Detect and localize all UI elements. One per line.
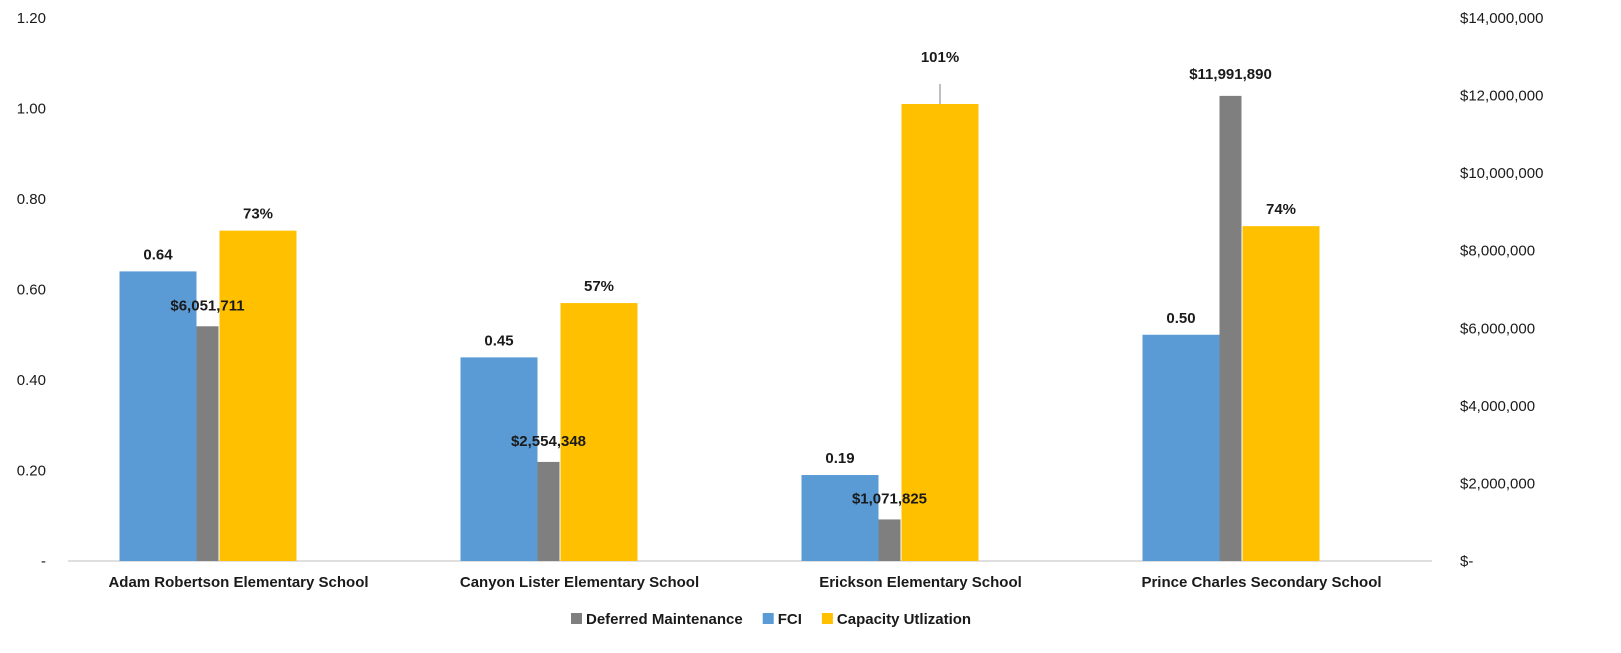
category-labels: Adam Robertson Elementary School Canyon L…	[108, 574, 1381, 591]
data-label-deferred-maintenance: $1,071,825	[852, 490, 927, 507]
left-axis: - 0.20 0.40 0.60 0.80 1.00 1.20	[17, 10, 46, 570]
data-labels: 0.64 73% $6,051,711 0.45 57% $2,554,348 0.19 10…	[143, 49, 1296, 507]
legend-swatch	[821, 613, 833, 624]
data-label-capacity-utilization: 74%	[1266, 201, 1296, 218]
data-label-capacity-utilization: 73%	[243, 206, 273, 223]
category-label: Erickson Elementary School	[819, 574, 1022, 591]
legend-label: FCI	[778, 611, 802, 628]
category-label: Prince Charles Secondary School	[1141, 574, 1381, 591]
right-tick-label: $14,000,000	[1460, 10, 1543, 27]
bar-capacity-utilization	[219, 230, 297, 562]
legend: Deferred Maintenance FCI Capacity Utlizati…	[571, 611, 971, 628]
legend-swatch	[571, 613, 582, 624]
data-label-fci: 0.45	[484, 332, 513, 349]
bar-fci	[119, 271, 197, 561]
bar-capacity-utilization	[560, 303, 638, 561]
left-tick-label: 0.20	[17, 463, 46, 480]
bar-deferred-maintenance	[537, 461, 560, 561]
category-label: Adam Robertson Elementary School	[108, 574, 368, 591]
data-label-capacity-utilization: 57%	[584, 278, 614, 295]
data-label-capacity-utilization: 101%	[921, 49, 959, 66]
legend-label: Deferred Maintenance	[586, 611, 743, 628]
left-tick-label: 1.00	[17, 101, 46, 118]
bar-fci	[460, 357, 538, 561]
bar-deferred-maintenance	[1219, 95, 1242, 561]
bar-fci	[1142, 334, 1220, 561]
bar-deferred-maintenance	[878, 519, 901, 561]
left-tick-label: -	[41, 553, 46, 570]
right-axis: $- $2,000,000 $4,000,000 $6,000,000 $8,000,0…	[1460, 10, 1543, 570]
category-label: Canyon Lister Elementary School	[460, 574, 699, 591]
bar-capacity-utilization	[1242, 226, 1320, 561]
right-tick-label: $10,000,000	[1460, 165, 1543, 182]
left-tick-label: 0.60	[17, 282, 46, 299]
right-tick-label: $2,000,000	[1460, 475, 1535, 492]
left-tick-label: 0.80	[17, 191, 46, 208]
data-label-fci: 0.19	[825, 450, 854, 467]
left-tick-label: 1.20	[17, 10, 46, 27]
data-label-deferred-maintenance: $11,991,890	[1189, 66, 1272, 83]
legend-label: Capacity Utlization	[837, 611, 971, 628]
data-label-deferred-maintenance: $6,051,711	[170, 297, 244, 314]
data-label-deferred-maintenance: $2,554,348	[511, 433, 586, 450]
left-tick-label: 0.40	[17, 372, 46, 389]
bars	[119, 95, 1320, 562]
legend-swatch	[762, 613, 774, 624]
right-tick-label: $8,000,000	[1460, 243, 1535, 260]
right-tick-label: $-	[1460, 553, 1473, 570]
right-tick-label: $6,000,000	[1460, 320, 1535, 337]
data-label-fci: 0.50	[1166, 310, 1195, 327]
bar-capacity-utilization	[901, 103, 979, 561]
right-tick-label: $4,000,000	[1460, 398, 1535, 415]
bar-fci	[801, 475, 879, 561]
bar-deferred-maintenance	[196, 326, 219, 561]
right-tick-label: $12,000,000	[1460, 88, 1543, 105]
data-label-fci: 0.64	[143, 246, 173, 263]
